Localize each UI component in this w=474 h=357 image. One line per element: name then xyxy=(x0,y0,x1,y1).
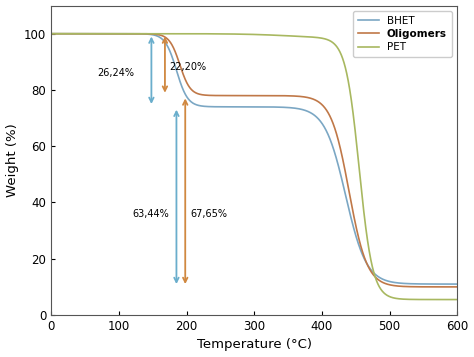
PET xyxy=(455,297,460,302)
BHET xyxy=(48,31,54,36)
Oligomers xyxy=(95,31,100,36)
Oligomers xyxy=(119,31,125,36)
Line: Oligomers: Oligomers xyxy=(51,34,457,287)
Oligomers xyxy=(204,93,210,97)
X-axis label: Temperature (°C): Temperature (°C) xyxy=(197,338,312,351)
Oligomers xyxy=(48,31,54,36)
BHET xyxy=(95,31,100,36)
Oligomers xyxy=(455,285,460,289)
PET xyxy=(204,32,210,36)
Oligomers xyxy=(403,285,409,289)
Text: 63,44%: 63,44% xyxy=(132,208,169,218)
BHET xyxy=(119,31,125,36)
Line: PET: PET xyxy=(51,34,457,300)
BHET xyxy=(204,104,210,109)
Oligomers xyxy=(222,94,228,98)
PET xyxy=(447,297,452,302)
PET xyxy=(403,297,409,301)
Text: 67,65%: 67,65% xyxy=(190,208,227,218)
BHET xyxy=(455,282,460,286)
BHET xyxy=(222,105,228,109)
Text: 22,20%: 22,20% xyxy=(170,62,207,72)
Line: BHET: BHET xyxy=(51,34,457,284)
PET xyxy=(222,32,228,36)
Y-axis label: Weight (%): Weight (%) xyxy=(6,124,18,197)
PET xyxy=(119,31,125,36)
Oligomers xyxy=(447,285,452,289)
PET xyxy=(95,31,100,36)
BHET xyxy=(403,281,409,286)
PET xyxy=(48,31,54,36)
Text: 26,24%: 26,24% xyxy=(97,68,134,78)
BHET xyxy=(447,282,452,286)
Legend: BHET, Oligomers, PET: BHET, Oligomers, PET xyxy=(353,11,452,57)
